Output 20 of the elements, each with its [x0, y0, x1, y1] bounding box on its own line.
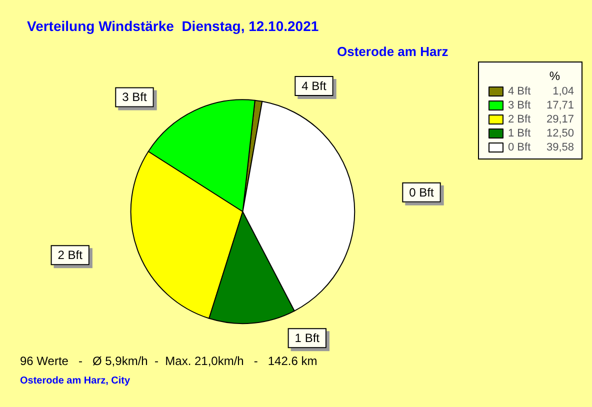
data-label: 29,17	[546, 114, 574, 126]
data-label: 39,58	[546, 142, 574, 154]
slice-label: 0 Bft	[409, 185, 435, 200]
data-label: 1,04	[552, 86, 574, 98]
legend-label: 0 Bft	[508, 142, 531, 154]
legend-label: 1 Bft	[508, 128, 531, 140]
chart-subtitle: Osterode am Harz	[337, 44, 449, 59]
legend-label: 2 Bft	[508, 114, 531, 126]
data-label: 12,50	[546, 128, 574, 140]
chart-title: Verteilung Windstärke Dienstag, 12.10.2021	[27, 18, 319, 34]
category-label: 4 Bft	[302, 78, 326, 93]
text: 96 Werte - Ø 5,9km/h - Max. 21,0km/h - 142.6 km	[20, 354, 318, 368]
slice-label: 3 Bft	[122, 90, 148, 104]
text: Osterode am Harz, City	[20, 376, 130, 386]
slice-label: 1 Bft	[294, 331, 320, 346]
legend-label: 4 Bft	[508, 86, 531, 98]
legend-label: 3 Bft	[508, 100, 531, 112]
data-label: 17,71	[546, 100, 574, 112]
slice-label: 2 Bft	[58, 248, 84, 262]
legend-title: %	[549, 69, 560, 83]
